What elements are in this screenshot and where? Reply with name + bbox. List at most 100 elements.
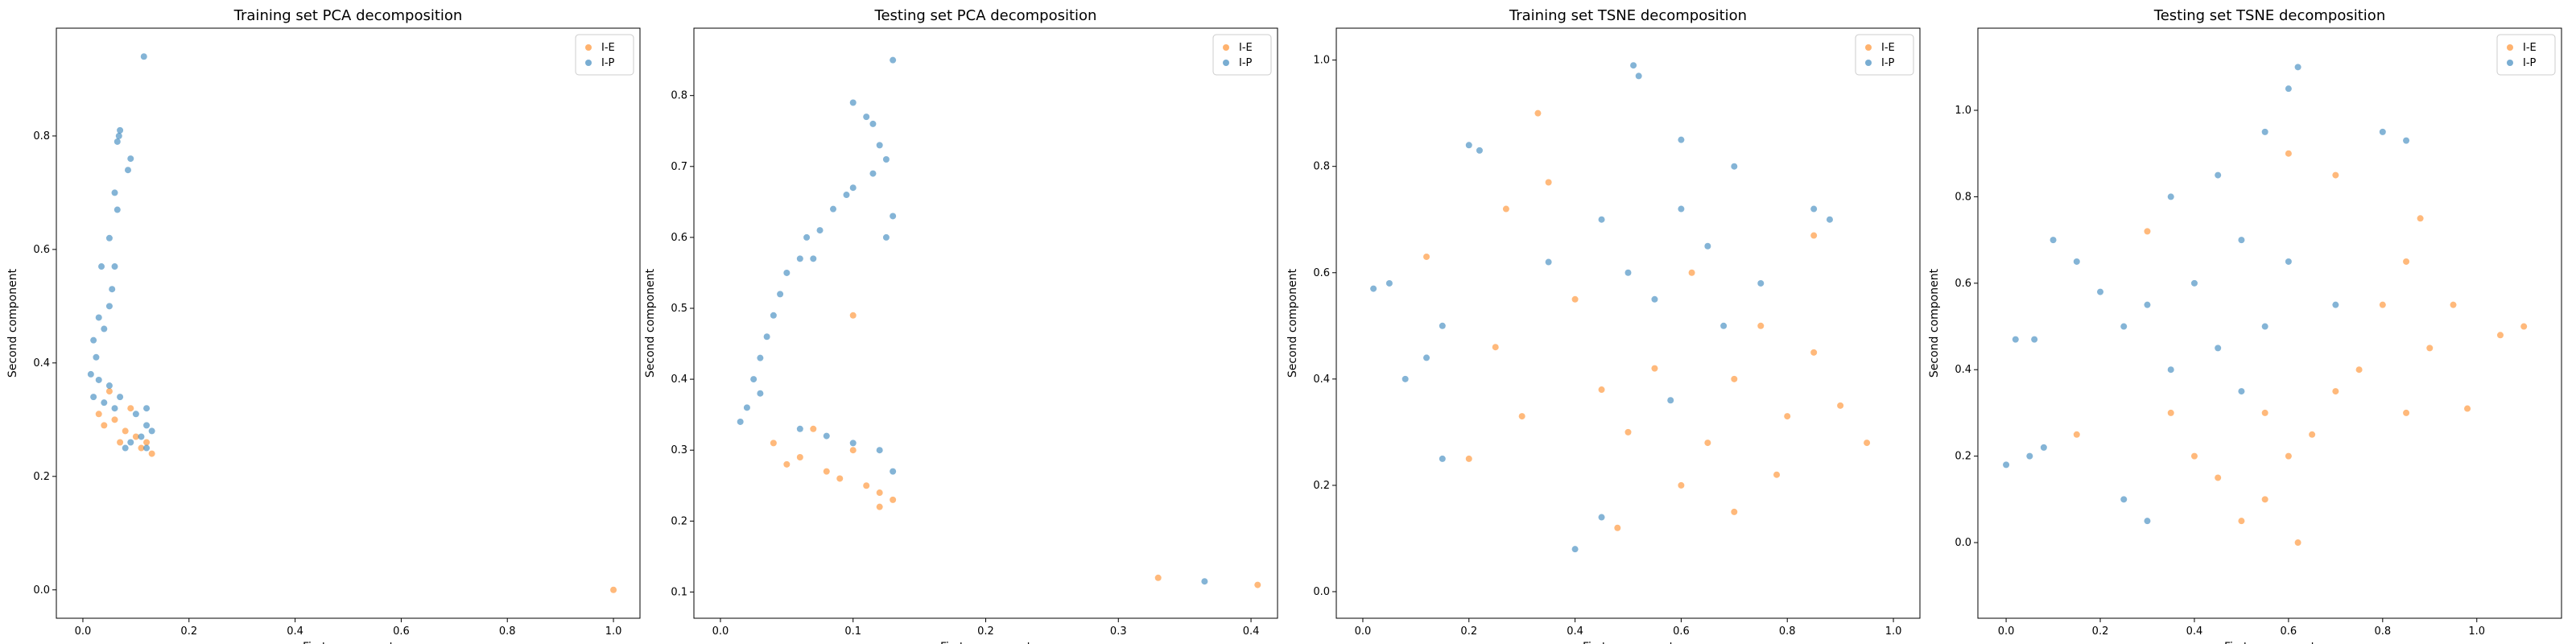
chart-panel-2: Testing set PCA decomposition 0.0 0.1 0.2 0.… [644, 7, 1278, 644]
data-point [148, 427, 155, 435]
y-tick-label: 0.4 [1313, 374, 1330, 386]
data-point [863, 114, 870, 121]
data-point [101, 399, 108, 407]
data-point [1678, 205, 1685, 213]
data-point [124, 167, 131, 174]
y-tick-label: 0.6 [33, 244, 50, 256]
x-tick-label: 1.0 [1885, 625, 1902, 638]
legend-label: I-P [1239, 57, 1253, 69]
data-point [876, 447, 883, 454]
chart-title: Testing set PCA decomposition [874, 7, 1097, 24]
data-point [2403, 258, 2410, 265]
x-tick-label: 0.0 [1998, 625, 2015, 638]
data-point [2238, 518, 2245, 525]
data-point [863, 482, 870, 489]
data-point [95, 411, 102, 418]
data-point [836, 475, 844, 482]
chart-title: Testing set TSNE decomposition [2153, 7, 2385, 24]
x-tick-label: 0.0 [712, 625, 729, 638]
x-tick-label: 0.4 [2186, 625, 2203, 638]
y-tick-label: 0.2 [1313, 480, 1330, 492]
series-I-P [87, 53, 155, 452]
data-point [127, 405, 134, 412]
x-tick-label: 0.2 [180, 625, 197, 638]
data-point [1630, 62, 1637, 69]
data-point [737, 418, 744, 425]
y-axis-label: Second component [1928, 268, 1941, 378]
data-point [2285, 85, 2292, 93]
data-point [2190, 279, 2198, 287]
chart-panel-3: Training set TSNE decomposition 0.0 0.2 0.4… [1286, 7, 1921, 644]
data-point [1624, 269, 1632, 276]
data-point [876, 489, 883, 497]
data-point [2332, 171, 2339, 179]
data-point [2120, 496, 2128, 503]
data-point [143, 405, 151, 412]
legend: I-E I-P [1855, 34, 1914, 76]
x-tick-label: 0.6 [2281, 625, 2297, 638]
data-point [2403, 409, 2410, 416]
data-point [849, 99, 857, 106]
x-tick-label: 0.0 [75, 625, 92, 638]
data-point [122, 427, 129, 435]
data-point [2426, 345, 2434, 352]
x-tick-label: 0.2 [2092, 625, 2109, 638]
data-point [1837, 402, 1844, 409]
data-point [882, 155, 890, 163]
y-tick-label: 0.4 [671, 374, 687, 386]
x-tick-label: 0.4 [1243, 625, 1260, 638]
data-point [803, 233, 811, 241]
data-point [882, 233, 890, 241]
data-point [757, 390, 764, 397]
y-tick-label: 0.4 [1955, 364, 1971, 376]
y-tick-label: 0.8 [1955, 191, 1971, 203]
legend: I-E I-P [1212, 34, 1272, 76]
data-point [1423, 253, 1430, 260]
data-point [890, 468, 897, 475]
data-point [127, 439, 134, 446]
x-tick-label: 1.0 [2468, 625, 2485, 638]
legend-marker [1865, 60, 1872, 66]
data-point [810, 255, 817, 262]
data-point [2285, 452, 2292, 460]
data-point [2026, 452, 2033, 460]
x-axis-label: First component [303, 641, 394, 644]
x-tick-label: 0.0 [1355, 625, 1372, 638]
data-point [849, 447, 857, 454]
data-point [1651, 365, 1658, 372]
data-point [1571, 295, 1579, 303]
data-point [763, 333, 770, 341]
data-point [2261, 409, 2268, 416]
data-point [111, 416, 118, 423]
data-point [105, 388, 113, 395]
data-point [823, 432, 830, 440]
data-point [1254, 581, 1261, 588]
data-point [1731, 163, 1738, 170]
y-tick-label: 0.0 [1955, 537, 1971, 549]
chart-panel-4: Testing set TSNE decomposition 0.0 0.2 0.4 0… [1928, 7, 2562, 644]
data-point [849, 312, 857, 319]
data-point [2167, 409, 2174, 416]
data-point [114, 206, 121, 213]
data-point [1757, 279, 1765, 287]
data-point [105, 234, 113, 242]
data-point [2379, 128, 2386, 135]
data-point [2520, 323, 2528, 330]
data-point [1688, 269, 1695, 276]
data-point [143, 444, 151, 452]
legend-marker [1223, 44, 1229, 51]
data-point [2167, 193, 2174, 200]
data-point [1614, 524, 1621, 531]
series-I-E [770, 312, 1261, 588]
series-I-E [1423, 109, 1871, 531]
data-point [2215, 171, 2222, 179]
data-point [127, 155, 134, 163]
data-point [1773, 471, 1781, 478]
data-point [2003, 461, 2010, 469]
data-point [111, 189, 118, 196]
data-point [143, 439, 151, 446]
data-point [2238, 388, 2245, 395]
data-point [1678, 136, 1685, 143]
data-point [132, 433, 139, 440]
data-point [2285, 150, 2292, 157]
